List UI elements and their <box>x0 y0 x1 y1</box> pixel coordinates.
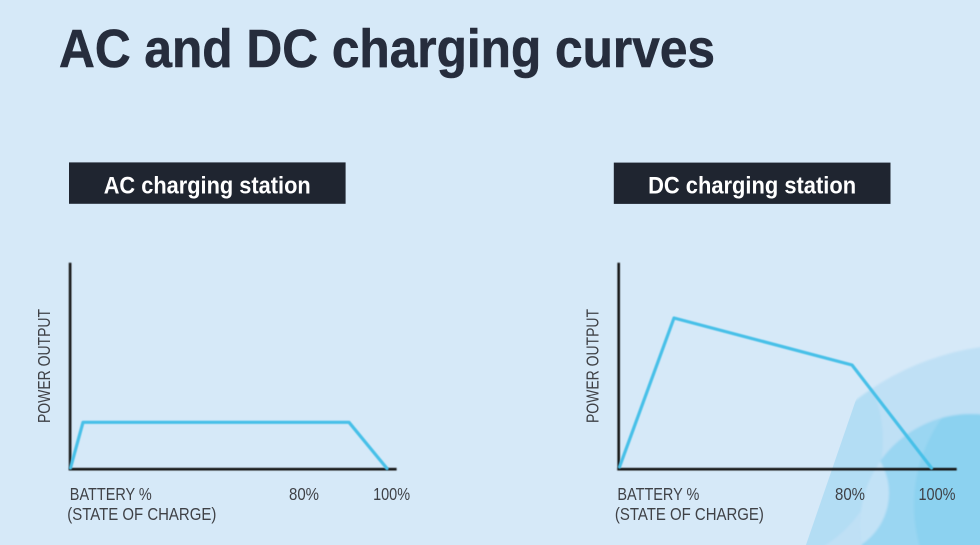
svg-text:BATTERY %: BATTERY % <box>617 484 699 504</box>
svg-text:80%: 80% <box>835 484 865 504</box>
svg-text:80%: 80% <box>289 484 319 504</box>
svg-text:BATTERY %: BATTERY % <box>70 484 152 504</box>
svg-text:DC charging station: DC charging station <box>648 173 856 200</box>
svg-text:AC charging station: AC charging station <box>104 173 311 200</box>
svg-text:POWER OUTPUT: POWER OUTPUT <box>583 309 603 423</box>
svg-text:100%: 100% <box>919 484 956 504</box>
svg-text:AC and DC charging curves: AC and DC charging curves <box>59 19 715 79</box>
svg-text:(STATE OF CHARGE): (STATE OF CHARGE) <box>67 504 216 524</box>
svg-text:POWER OUTPUT: POWER OUTPUT <box>34 309 54 423</box>
svg-text:(STATE OF CHARGE): (STATE OF CHARGE) <box>615 504 764 524</box>
svg-text:100%: 100% <box>373 484 410 504</box>
